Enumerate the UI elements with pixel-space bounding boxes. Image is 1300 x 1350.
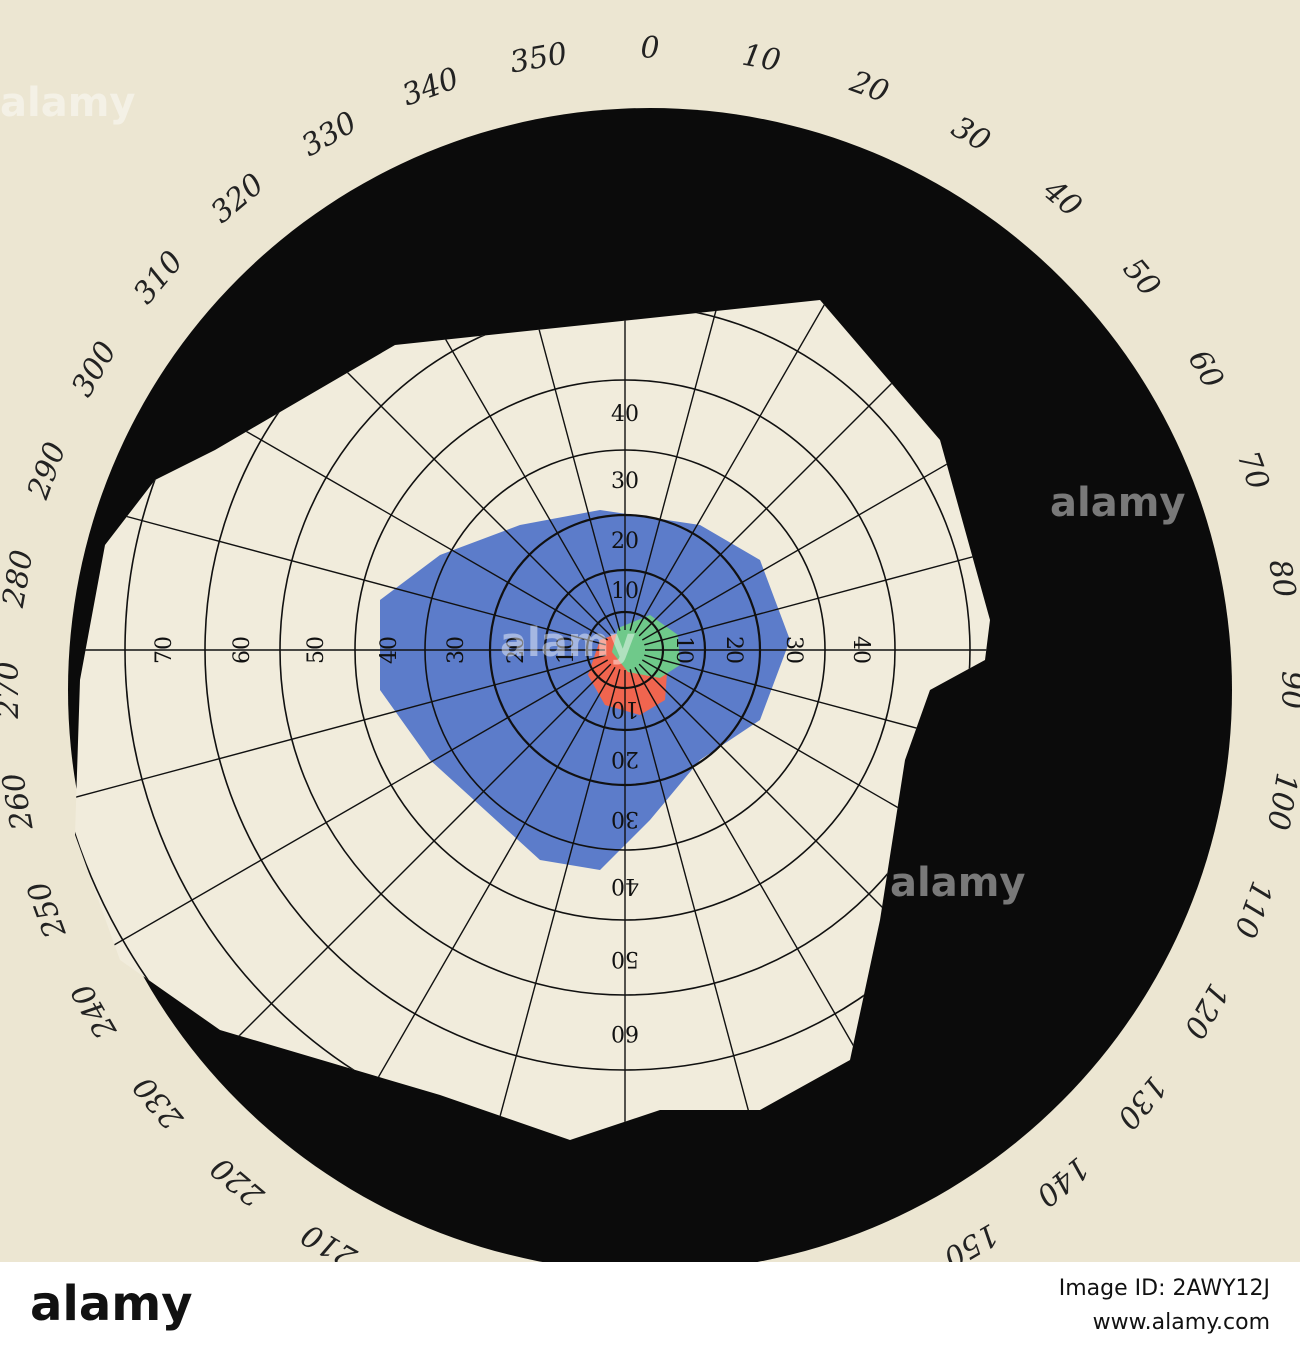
grid-spoke — [638, 300, 990, 637]
degree-label: 260 — [0, 770, 41, 833]
degree-label: 40 — [1036, 172, 1089, 224]
degree-label: 30 — [945, 110, 996, 159]
ring-label: 20 — [611, 746, 639, 771]
grid-spoke — [200, 300, 612, 637]
ring-label: 10 — [611, 696, 639, 721]
image-id-text: Image ID: 2AWY12J — [1058, 1276, 1270, 1301]
degree-label: 100 — [1260, 770, 1300, 832]
ring-label: 30 — [781, 636, 806, 664]
watermark-footer: alamy Image ID: 2AWY12J www.alamy.com — [0, 1262, 1300, 1350]
degree-label: 340 — [398, 61, 464, 113]
degree-label: 130 — [1110, 1069, 1174, 1135]
degree-label: 280 — [0, 547, 40, 610]
ring-label: 60 — [230, 636, 255, 664]
grid-spoke — [75, 494, 606, 646]
grid-spoke — [634, 300, 926, 634]
degree-label: 220 — [204, 1150, 271, 1214]
grid-spoke — [469, 300, 621, 631]
grid-spoke — [105, 659, 609, 951]
watermark-logo: alamy — [890, 860, 1026, 906]
degree-label: 80 — [1261, 557, 1300, 601]
grid-spoke — [641, 349, 990, 641]
degree-label: 10 — [740, 38, 784, 79]
degree-label: 270 — [0, 661, 26, 719]
watermark-logo: alamy — [0, 80, 136, 126]
ring-label: 50 — [611, 946, 639, 971]
watermark-logo: alamy — [1050, 480, 1186, 526]
degree-label: 310 — [127, 244, 191, 310]
ring-label: 40 — [848, 636, 873, 664]
site-text: www.alamy.com — [1092, 1310, 1270, 1335]
degree-label: 120 — [1176, 977, 1235, 1044]
image-id: Image ID: 2AWY12J www.alamy.com — [1059, 1272, 1270, 1340]
ring-label: 20 — [721, 636, 746, 664]
degree-label: 110 — [1227, 877, 1279, 943]
degree-label: 230 — [127, 1069, 191, 1136]
green-field — [612, 615, 680, 678]
degree-label: 90 — [1274, 671, 1300, 709]
degree-label: 20 — [845, 64, 894, 110]
degree-label: 350 — [507, 36, 569, 80]
degree-label: 330 — [296, 105, 363, 164]
grid-spoke — [644, 494, 990, 646]
ring-label: 40 — [377, 636, 402, 664]
grid-spoke — [75, 654, 606, 806]
ring-label: 30 — [611, 469, 639, 494]
ring-label: 20 — [611, 529, 639, 554]
watermark-logo: alamy — [500, 620, 636, 666]
degree-label: 250 — [21, 877, 74, 944]
ring-label: 20 — [504, 636, 529, 664]
ring-label: 30 — [444, 636, 469, 664]
degree-label: 50 — [1116, 252, 1167, 304]
ring-label: 10 — [611, 579, 639, 604]
degree-label: 290 — [21, 438, 74, 505]
grid-spoke — [324, 300, 616, 634]
ring-label: 10 — [671, 636, 696, 664]
degree-label: 140 — [1029, 1150, 1095, 1214]
degree-label: 60 — [1181, 344, 1230, 395]
ring-label: 60 — [611, 1020, 639, 1045]
ring-label: 70 — [152, 636, 177, 664]
degree-label: 320 — [204, 167, 270, 231]
alamy-logo: alamy — [30, 1276, 193, 1332]
visual-field-chart: 10 20 30 40 10 20 30 40 50 60 70 10 20 30 40 10 20 30 40 50… — [0, 31, 1300, 1262]
grid-spoke — [629, 300, 781, 631]
degree-label: 150 — [937, 1216, 1004, 1262]
degree-label: 70 — [1230, 447, 1276, 495]
degree-label: 240 — [65, 977, 124, 1045]
ring-labels: 10 20 30 40 10 20 30 40 50 60 70 10 20 30 40 10 20 30 40 50… — [152, 402, 873, 1045]
ring-label: 10 — [554, 636, 579, 664]
grid-spoke — [641, 659, 990, 951]
degree-label: 300 — [65, 336, 124, 403]
ring-label: 40 — [611, 873, 639, 898]
ring-label: 40 — [611, 402, 639, 427]
ring-label: 30 — [611, 806, 639, 831]
degree-label: 0 — [640, 31, 659, 66]
polar-grid — [75, 300, 990, 1140]
grid-spoke — [200, 663, 612, 1075]
degree-label: 210 — [296, 1216, 364, 1262]
ring-label: 50 — [304, 636, 329, 664]
